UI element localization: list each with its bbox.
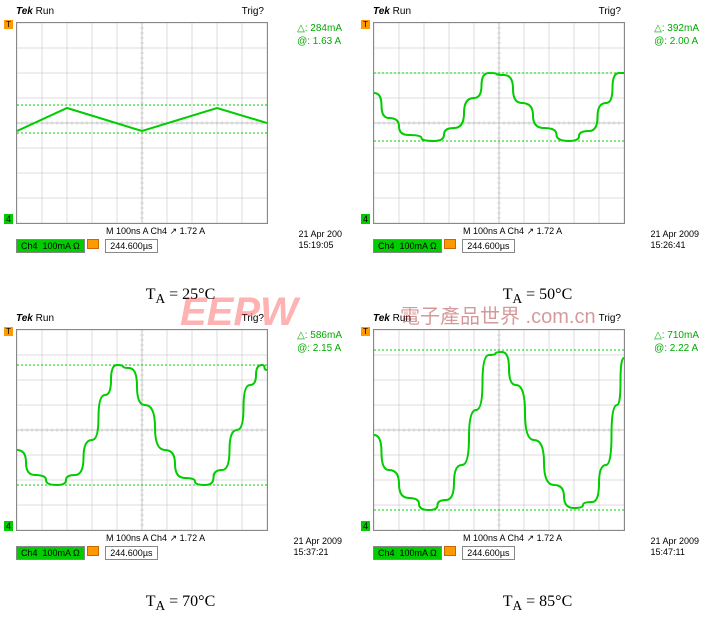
delay-icon <box>87 239 99 249</box>
scope-header: Tek Run <box>373 313 411 324</box>
trigger-status: Trig? <box>242 6 264 17</box>
delay-value: 244.600µs <box>462 239 514 253</box>
delay-value: 244.600µs <box>105 546 157 560</box>
coupling: A Ch4 ↗ 1.72 A <box>143 226 206 236</box>
measurements: △: 710mA @: 2.22 A <box>654 329 699 355</box>
at-value: @: 2.00 A <box>654 35 699 48</box>
brand: Tek <box>16 6 33 17</box>
delay-icon <box>444 239 456 249</box>
scope-header: Tek Run <box>373 6 411 17</box>
trigger-status: Trig? <box>599 313 621 324</box>
trigger-marker: T <box>361 20 370 29</box>
bottom-bar: M 100ns A Ch4 ↗ 1.72 A Ch4 100mA Ω 244.6… <box>373 226 693 253</box>
at-value: @: 2.15 A <box>297 342 342 355</box>
scope-screen: Tek Run Trig? T 4 △: 284mA @: 1.63 A <box>4 4 344 284</box>
bottom-bar: M 100ns A Ch4 ↗ 1.72 A Ch4 100mA Ω 244.6… <box>16 533 336 560</box>
coupling: A Ch4 ↗ 1.72 A <box>500 533 563 543</box>
brand: Tek <box>373 313 390 324</box>
scope-3: Tek Run Trig? T 4 △: 710mA @: 2.22 A <box>361 311 714 614</box>
run-status: Run <box>36 6 54 17</box>
delta-value: △: 392mA <box>654 22 699 35</box>
at-value: @: 1.63 A <box>297 35 342 48</box>
delay-icon <box>444 546 456 556</box>
scope-2: Tek Run Trig? T 4 △: 586mA @: 2.15 A <box>4 311 357 614</box>
timebase: M 100ns <box>106 533 141 543</box>
measurements: △: 586mA @: 2.15 A <box>297 329 342 355</box>
scope-header: Tek Run <box>16 313 54 324</box>
timebase: M 100ns <box>463 226 498 236</box>
plot-area <box>16 329 268 531</box>
caption: TA = 70°C <box>4 593 357 614</box>
measurements: △: 284mA @: 1.63 A <box>297 22 342 48</box>
trigger-marker: T <box>4 327 13 336</box>
caption: TA = 25°C <box>4 286 357 307</box>
timestamp: 21 Apr 200915:26:41 <box>650 229 699 251</box>
coupling: A Ch4 ↗ 1.72 A <box>143 533 206 543</box>
caption: TA = 50°C <box>361 286 714 307</box>
timebase: M 100ns <box>463 533 498 543</box>
plot-area <box>16 22 268 224</box>
delta-value: △: 586mA <box>297 329 342 342</box>
scope-header: Tek Run <box>16 6 54 17</box>
run-status: Run <box>393 6 411 17</box>
scope-screen: Tek Run Trig? T 4 △: 710mA @: 2.22 A <box>361 311 701 591</box>
plot-area <box>373 329 625 531</box>
trigger-marker: T <box>4 20 13 29</box>
run-status: Run <box>36 313 54 324</box>
scope-screen: Tek Run Trig? T 4 △: 586mA @: 2.15 A <box>4 311 344 591</box>
timebase: M 100ns <box>106 226 141 236</box>
ch4-label: Ch4 100mA Ω <box>16 239 85 253</box>
ch4-marker: 4 <box>361 214 370 224</box>
delay-icon <box>87 546 99 556</box>
trigger-status: Trig? <box>599 6 621 17</box>
ch4-marker: 4 <box>4 521 13 531</box>
timestamp: 21 Apr 200915:47:11 <box>650 536 699 558</box>
coupling: A Ch4 ↗ 1.72 A <box>500 226 563 236</box>
caption: TA = 85°C <box>361 593 714 614</box>
ch4-marker: 4 <box>361 521 370 531</box>
timestamp: 21 Apr 200915:37:21 <box>293 536 342 558</box>
ch4-label: Ch4 100mA Ω <box>373 546 442 560</box>
trigger-status: Trig? <box>242 313 264 324</box>
ch4-label: Ch4 100mA Ω <box>16 546 85 560</box>
at-value: @: 2.22 A <box>654 342 699 355</box>
brand: Tek <box>16 313 33 324</box>
scope-1: Tek Run Trig? T 4 △: 392mA @: 2.00 A <box>361 4 714 307</box>
ch4-marker: 4 <box>4 214 13 224</box>
timestamp: 21 Apr 20015:19:05 <box>298 229 342 251</box>
scope-screen: Tek Run Trig? T 4 △: 392mA @: 2.00 A <box>361 4 701 284</box>
run-status: Run <box>393 313 411 324</box>
plot-area <box>373 22 625 224</box>
delay-value: 244.600µs <box>462 546 514 560</box>
trigger-marker: T <box>361 327 370 336</box>
bottom-bar: M 100ns A Ch4 ↗ 1.72 A Ch4 100mA Ω 244.6… <box>16 226 336 253</box>
delta-value: △: 710mA <box>654 329 699 342</box>
measurements: △: 392mA @: 2.00 A <box>654 22 699 48</box>
scope-0: Tek Run Trig? T 4 △: 284mA @: 1.63 A <box>4 4 357 307</box>
brand: Tek <box>373 6 390 17</box>
delta-value: △: 284mA <box>297 22 342 35</box>
delay-value: 244.600µs <box>105 239 157 253</box>
bottom-bar: M 100ns A Ch4 ↗ 1.72 A Ch4 100mA Ω 244.6… <box>373 533 693 560</box>
ch4-label: Ch4 100mA Ω <box>373 239 442 253</box>
